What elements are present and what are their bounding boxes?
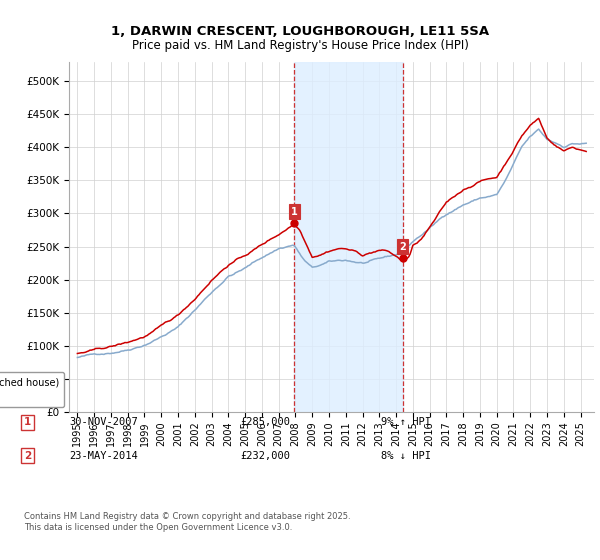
Bar	[294, 62, 403, 412]
Text: 23-MAY-2014: 23-MAY-2014	[69, 451, 138, 461]
Legend: 1, DARWIN CRESCENT, LOUGHBOROUGH, LE11 5SA (detached house), HPI: Average price,: 1, DARWIN CRESCENT, LOUGHBOROUGH, LE11 5…	[0, 372, 64, 407]
Text: £232,000: £232,000	[240, 451, 290, 461]
Text: 30-NOV-2007: 30-NOV-2007	[69, 417, 138, 427]
Text: 2: 2	[24, 451, 31, 461]
Text: 9% ↑ HPI: 9% ↑ HPI	[381, 417, 431, 427]
Text: 1: 1	[24, 417, 31, 427]
Text: 8% ↓ HPI: 8% ↓ HPI	[381, 451, 431, 461]
Text: Price paid vs. HM Land Registry's House Price Index (HPI): Price paid vs. HM Land Registry's House …	[131, 39, 469, 52]
Text: 1: 1	[291, 207, 298, 217]
Text: £285,000: £285,000	[240, 417, 290, 427]
Text: 1, DARWIN CRESCENT, LOUGHBOROUGH, LE11 5SA: 1, DARWIN CRESCENT, LOUGHBOROUGH, LE11 5…	[111, 25, 489, 38]
Text: Contains HM Land Registry data © Crown copyright and database right 2025.
This d: Contains HM Land Registry data © Crown c…	[24, 512, 350, 532]
Text: 2: 2	[399, 241, 406, 251]
